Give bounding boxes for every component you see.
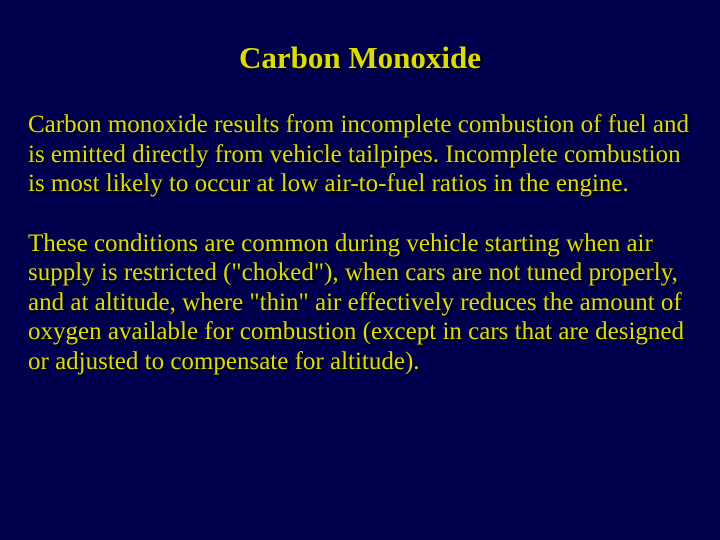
paragraph-2: These conditions are common during vehic… (28, 229, 692, 377)
slide: Carbon Monoxide Carbon monoxide results … (0, 0, 720, 540)
slide-title: Carbon Monoxide (28, 40, 692, 76)
paragraph-1: Carbon monoxide results from incomplete … (28, 110, 692, 199)
